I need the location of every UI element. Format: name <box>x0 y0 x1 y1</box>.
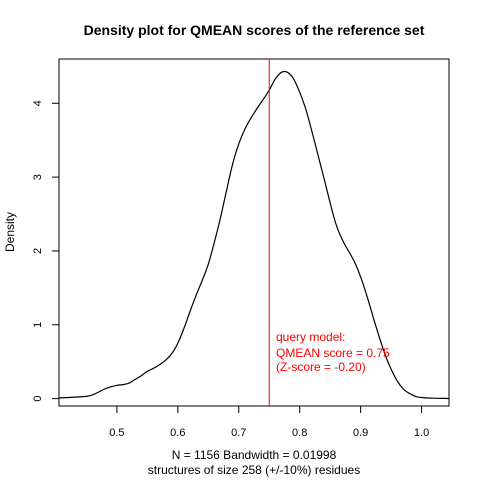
query-model-annotation: query model: QMEAN score = 0.75 (Z-score… <box>276 330 390 374</box>
x-tick-label: 0.5 <box>109 427 124 439</box>
x-axis-label-line-1: N = 1156 Bandwidth = 0.01998 <box>172 448 337 462</box>
x-tick-label: 0.6 <box>170 427 185 439</box>
y-tick-label: 1 <box>32 322 44 328</box>
y-axis: 0 1 2 3 4 <box>32 100 60 402</box>
x-axis-label-line-2: structures of size 258 (+/-10%) residues <box>148 463 360 477</box>
y-axis-label: Density <box>3 212 17 252</box>
y-tick-label: 4 <box>32 100 44 106</box>
x-tick-label: 0.7 <box>231 427 246 439</box>
x-tick-label: 0.9 <box>353 427 368 439</box>
annotation-line-2: QMEAN score = 0.75 <box>276 346 390 360</box>
y-tick-label: 0 <box>32 396 44 402</box>
plot-frame <box>58 58 450 407</box>
y-tick-label: 2 <box>32 248 44 254</box>
chart-title: Density plot for QMEAN scores of the ref… <box>84 22 425 38</box>
x-tick-label: 0.8 <box>292 427 307 439</box>
density-curve <box>58 70 450 400</box>
annotation-line-3: (Z-score = -0.20) <box>276 360 366 374</box>
annotation-line-1: query model: <box>276 330 345 344</box>
y-tick-label: 3 <box>32 174 44 180</box>
x-tick-label: 1.0 <box>414 427 429 439</box>
x-axis: 0.5 0.6 0.7 0.8 0.9 1.0 <box>109 405 429 439</box>
